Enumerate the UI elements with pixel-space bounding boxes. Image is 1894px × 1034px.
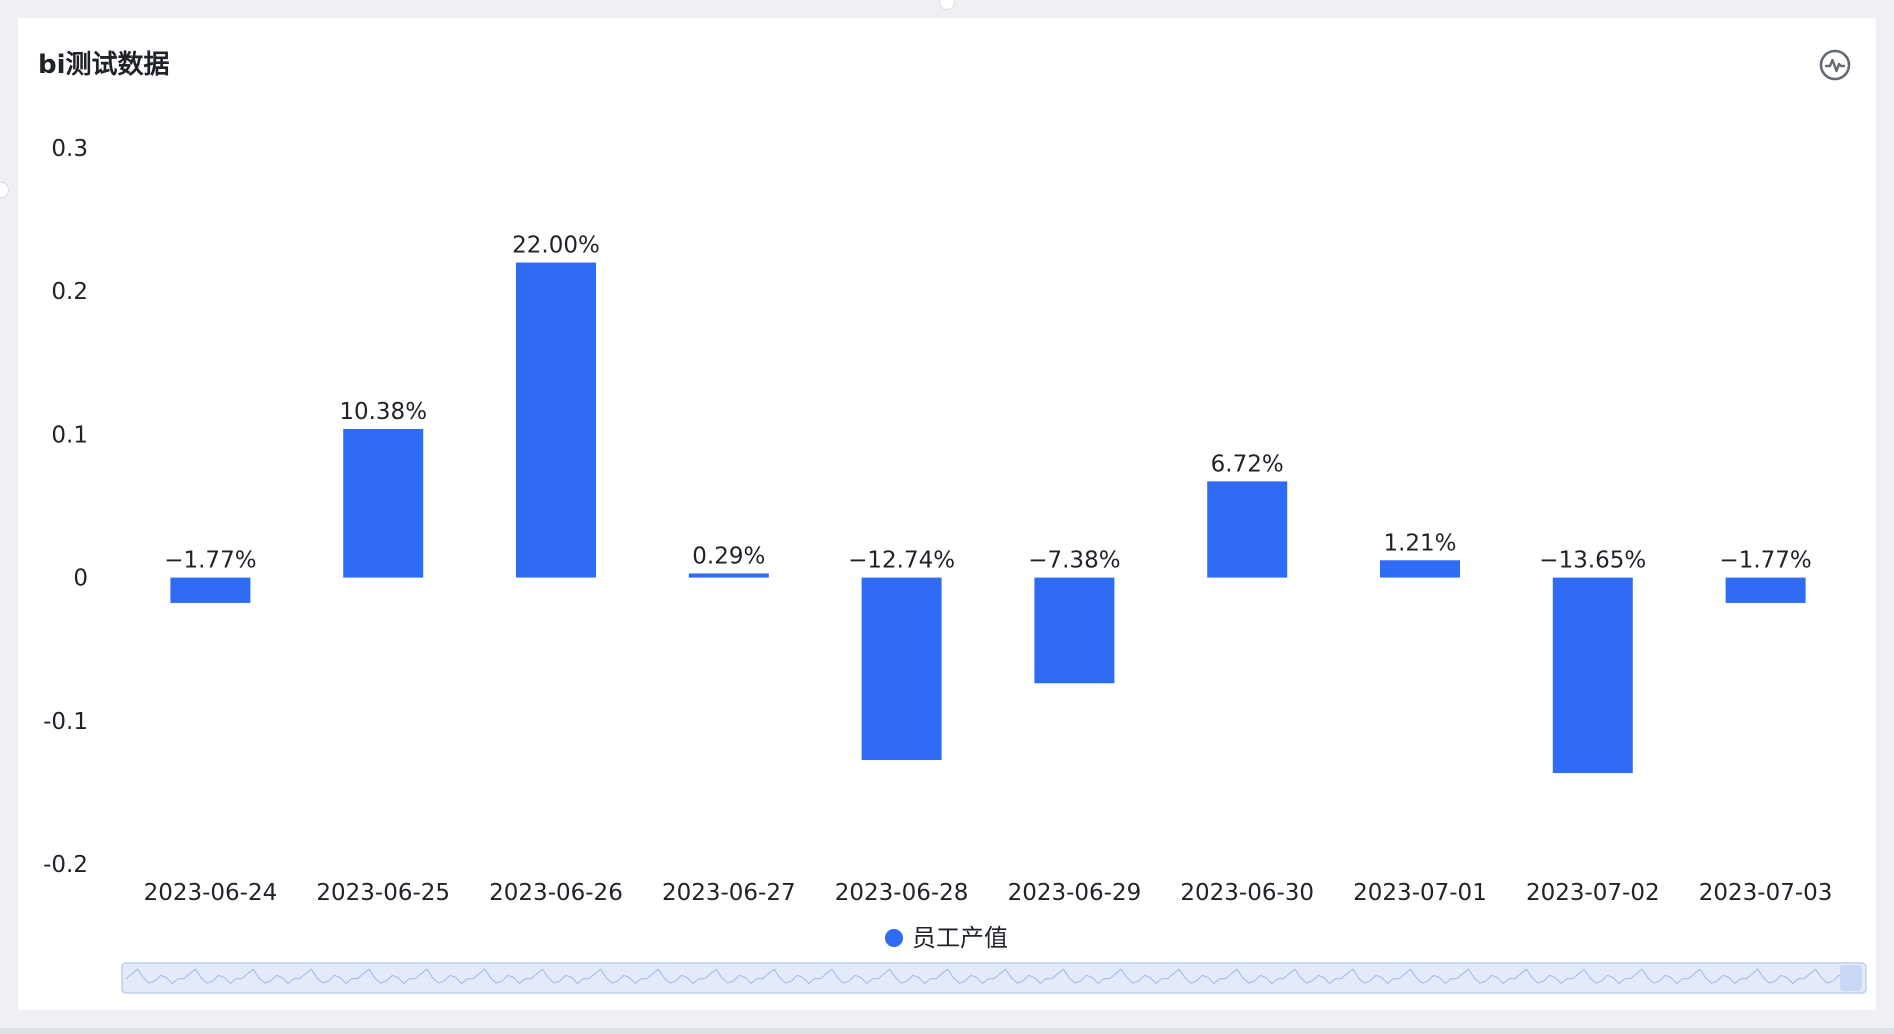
bar-2023-06-30 — [1207, 481, 1288, 578]
data-label: 22.00% — [512, 233, 600, 259]
bar-2023-07-02 — [1552, 577, 1633, 774]
x-tick-label: 2023-07-02 — [1526, 880, 1660, 906]
x-tick-label: 2023-06-26 — [489, 880, 623, 906]
data-zoom-slider[interactable] — [121, 962, 1867, 994]
chart-title: bi测试数据 — [38, 50, 170, 80]
x-tick-label: 2023-06-24 — [144, 880, 278, 906]
data-label: −12.74% — [848, 548, 955, 574]
y-tick-label: 0.1 — [51, 422, 88, 448]
data-label: 0.29% — [692, 543, 765, 569]
bar-2023-07-03 — [1725, 577, 1806, 603]
x-tick-label: 2023-06-29 — [1008, 880, 1142, 906]
bar-2023-06-28 — [861, 577, 942, 761]
data-label: 6.72% — [1211, 451, 1284, 477]
bottom-divider — [0, 1028, 1894, 1034]
data-zoom-preview-line — [125, 968, 1862, 985]
bar-2023-06-25 — [343, 428, 424, 578]
bar-chart: 0.3 0.2 0.1 0 -0.1 -0.2 −1.77% 2023-06-24 10.38%… — [43, 136, 1867, 994]
y-tick-label: 0.2 — [51, 279, 88, 305]
chart-card: bi测试数据 0.3 0.2 0.1 0 -0.1 -0.2 −1.77% 2023-06-2… — [18, 18, 1876, 1010]
bar-2023-07-01 — [1380, 560, 1460, 578]
bar-2023-06-29 — [1034, 577, 1115, 684]
x-tick-label: 2023-06-30 — [1180, 880, 1314, 906]
y-tick-label: 0 — [73, 566, 88, 592]
data-label: −13.65% — [1539, 548, 1646, 574]
bar-2023-06-24 — [170, 577, 251, 603]
top-resize-handle[interactable] — [939, 0, 955, 10]
x-tick-label: 2023-07-01 — [1353, 880, 1487, 906]
data-zoom-right-handle[interactable] — [1840, 965, 1862, 991]
y-tick-label: -0.1 — [43, 709, 88, 735]
activity-chart-icon[interactable] — [1818, 48, 1852, 82]
x-tick-label: 2023-06-28 — [835, 880, 969, 906]
legend-label: 员工产值 — [912, 924, 1008, 952]
x-tick-label: 2023-06-27 — [662, 880, 796, 906]
data-label: 1.21% — [1383, 530, 1456, 556]
data-label: −7.38% — [1028, 548, 1120, 574]
x-tick-label: 2023-07-03 — [1699, 880, 1833, 906]
y-tick-label: 0.3 — [51, 136, 88, 162]
bar-2023-06-27 — [688, 573, 769, 578]
y-tick-label: -0.2 — [43, 852, 88, 878]
legend-marker — [885, 929, 903, 947]
bar-2023-06-26 — [516, 262, 596, 578]
left-resize-handle[interactable] — [0, 182, 9, 198]
data-label: −1.77% — [164, 548, 256, 574]
data-label: 10.38% — [339, 399, 427, 425]
data-label: −1.77% — [1719, 548, 1811, 574]
x-tick-label: 2023-06-25 — [316, 880, 450, 906]
